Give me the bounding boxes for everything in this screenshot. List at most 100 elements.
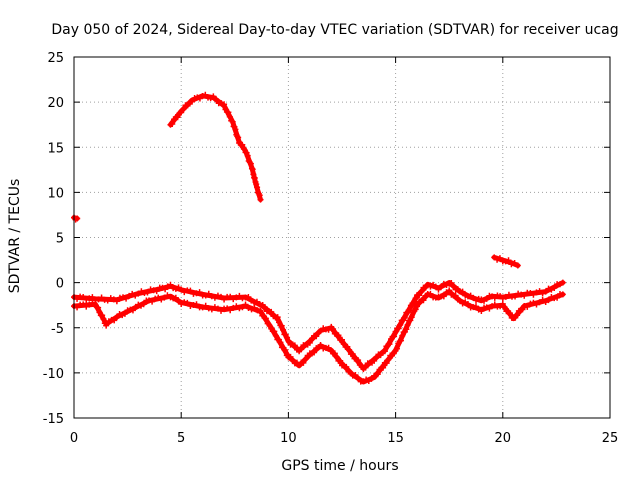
data-point-marker: [403, 326, 410, 333]
data-point-marker: [244, 152, 251, 159]
data-point-marker: [153, 288, 160, 295]
data-point-marker: [239, 304, 246, 311]
data-point-marker: [499, 300, 506, 307]
data-point-marker: [339, 336, 345, 343]
data-point-marker: [98, 294, 105, 301]
data-point-marker: [343, 363, 350, 370]
data-point-marker: [539, 290, 546, 297]
data-point-marker: [459, 288, 466, 295]
data-point-marker: [412, 306, 419, 313]
data-point-marker: [536, 288, 543, 295]
data-point-marker: [123, 295, 130, 302]
y-tick-label: -15: [43, 412, 64, 427]
data-point-marker: [95, 296, 102, 303]
data-point-marker: [120, 294, 127, 301]
data-point-marker: [262, 315, 269, 322]
data-point-marker: [381, 348, 388, 355]
data-point-marker: [205, 290, 212, 297]
y-axis-label: SDTVAR / TECUs: [7, 179, 23, 294]
x-axis-label: GPS time / hours: [281, 458, 398, 474]
data-point-marker: [418, 288, 425, 295]
data-point-marker: [257, 307, 264, 314]
data-point-marker: [89, 300, 96, 307]
data-point-marker: [199, 304, 206, 311]
data-point-marker: [230, 304, 237, 311]
data-point-marker: [298, 346, 305, 353]
data-point-marker: [214, 305, 221, 312]
data-point-marker: [221, 101, 228, 108]
data-point-marker: [144, 289, 151, 296]
data-point-marker: [167, 281, 174, 288]
data-point-marker: [300, 359, 307, 366]
data-point-marker: [551, 285, 558, 291]
data-point-marker: [140, 301, 147, 308]
data-point-marker: [533, 301, 540, 308]
data-point-marker: [515, 290, 522, 297]
data-point-marker: [287, 353, 294, 360]
data-point-marker: [276, 319, 283, 326]
data-point-marker: [427, 290, 434, 297]
data-point-marker: [266, 322, 273, 329]
data-point-marker: [508, 261, 515, 268]
y-tick-label: 20: [47, 96, 64, 111]
data-point-marker: [178, 286, 185, 293]
data-point-marker: [224, 305, 231, 312]
data-point-marker: [193, 301, 200, 308]
data-point-marker: [161, 294, 168, 301]
y-tick-label: -5: [51, 322, 64, 337]
data-point-marker: [227, 293, 234, 300]
data-point-marker: [83, 303, 90, 310]
data-point-marker: [172, 294, 179, 301]
data-point-marker: [383, 360, 390, 367]
data-point-marker: [178, 301, 185, 308]
data-point-marker: [505, 291, 512, 298]
data-point-marker: [86, 295, 93, 302]
data-point-marker: [385, 356, 392, 363]
data-point-marker: [311, 349, 318, 356]
data-point-marker: [251, 304, 258, 311]
data-point-marker: [285, 337, 292, 344]
data-point-marker: [113, 314, 120, 321]
data-point-marker: [83, 296, 90, 303]
data-point-marker: [129, 307, 136, 314]
data-point-marker: [527, 290, 534, 297]
data-point-marker: [107, 295, 114, 302]
data-point-marker: [247, 160, 254, 167]
x-tick-label: 5: [177, 431, 185, 446]
y-tick-label: 25: [47, 51, 64, 66]
data-point-marker: [506, 310, 513, 317]
data-point-marker: [80, 301, 87, 308]
data-point-marker: [213, 96, 220, 103]
series-markers: [491, 254, 521, 269]
x-tick-label: 0: [70, 431, 78, 446]
data-point-marker: [86, 301, 93, 308]
data-point-marker: [499, 295, 506, 302]
data-point-marker: [464, 301, 471, 307]
data-point-marker: [545, 297, 552, 304]
data-point-marker: [368, 375, 375, 382]
data-point-marker: [74, 295, 81, 302]
data-point-marker: [306, 339, 313, 346]
data-point-marker: [330, 326, 337, 332]
data-point-marker: [291, 342, 298, 349]
data-point-marker: [542, 288, 549, 295]
data-point-marker: [225, 109, 232, 116]
data-point-marker: [233, 294, 240, 301]
data-point-marker: [408, 314, 415, 321]
data-point-marker: [248, 306, 255, 313]
data-point-marker: [355, 357, 362, 364]
data-point-marker: [147, 286, 154, 293]
data-point-marker: [205, 305, 212, 312]
data-point-marker: [121, 310, 128, 317]
data-point-marker: [374, 371, 381, 378]
data-point-marker: [272, 332, 279, 339]
data-point-marker: [519, 306, 526, 313]
x-tick-label: 15: [387, 431, 404, 446]
data-point-marker: [397, 321, 404, 328]
data-point-marker: [502, 293, 509, 300]
y-tick-label: -10: [43, 367, 64, 382]
data-point-marker: [313, 333, 320, 340]
data-point-marker: [184, 299, 191, 306]
data-point-marker: [386, 341, 393, 348]
data-point-marker: [539, 296, 546, 303]
